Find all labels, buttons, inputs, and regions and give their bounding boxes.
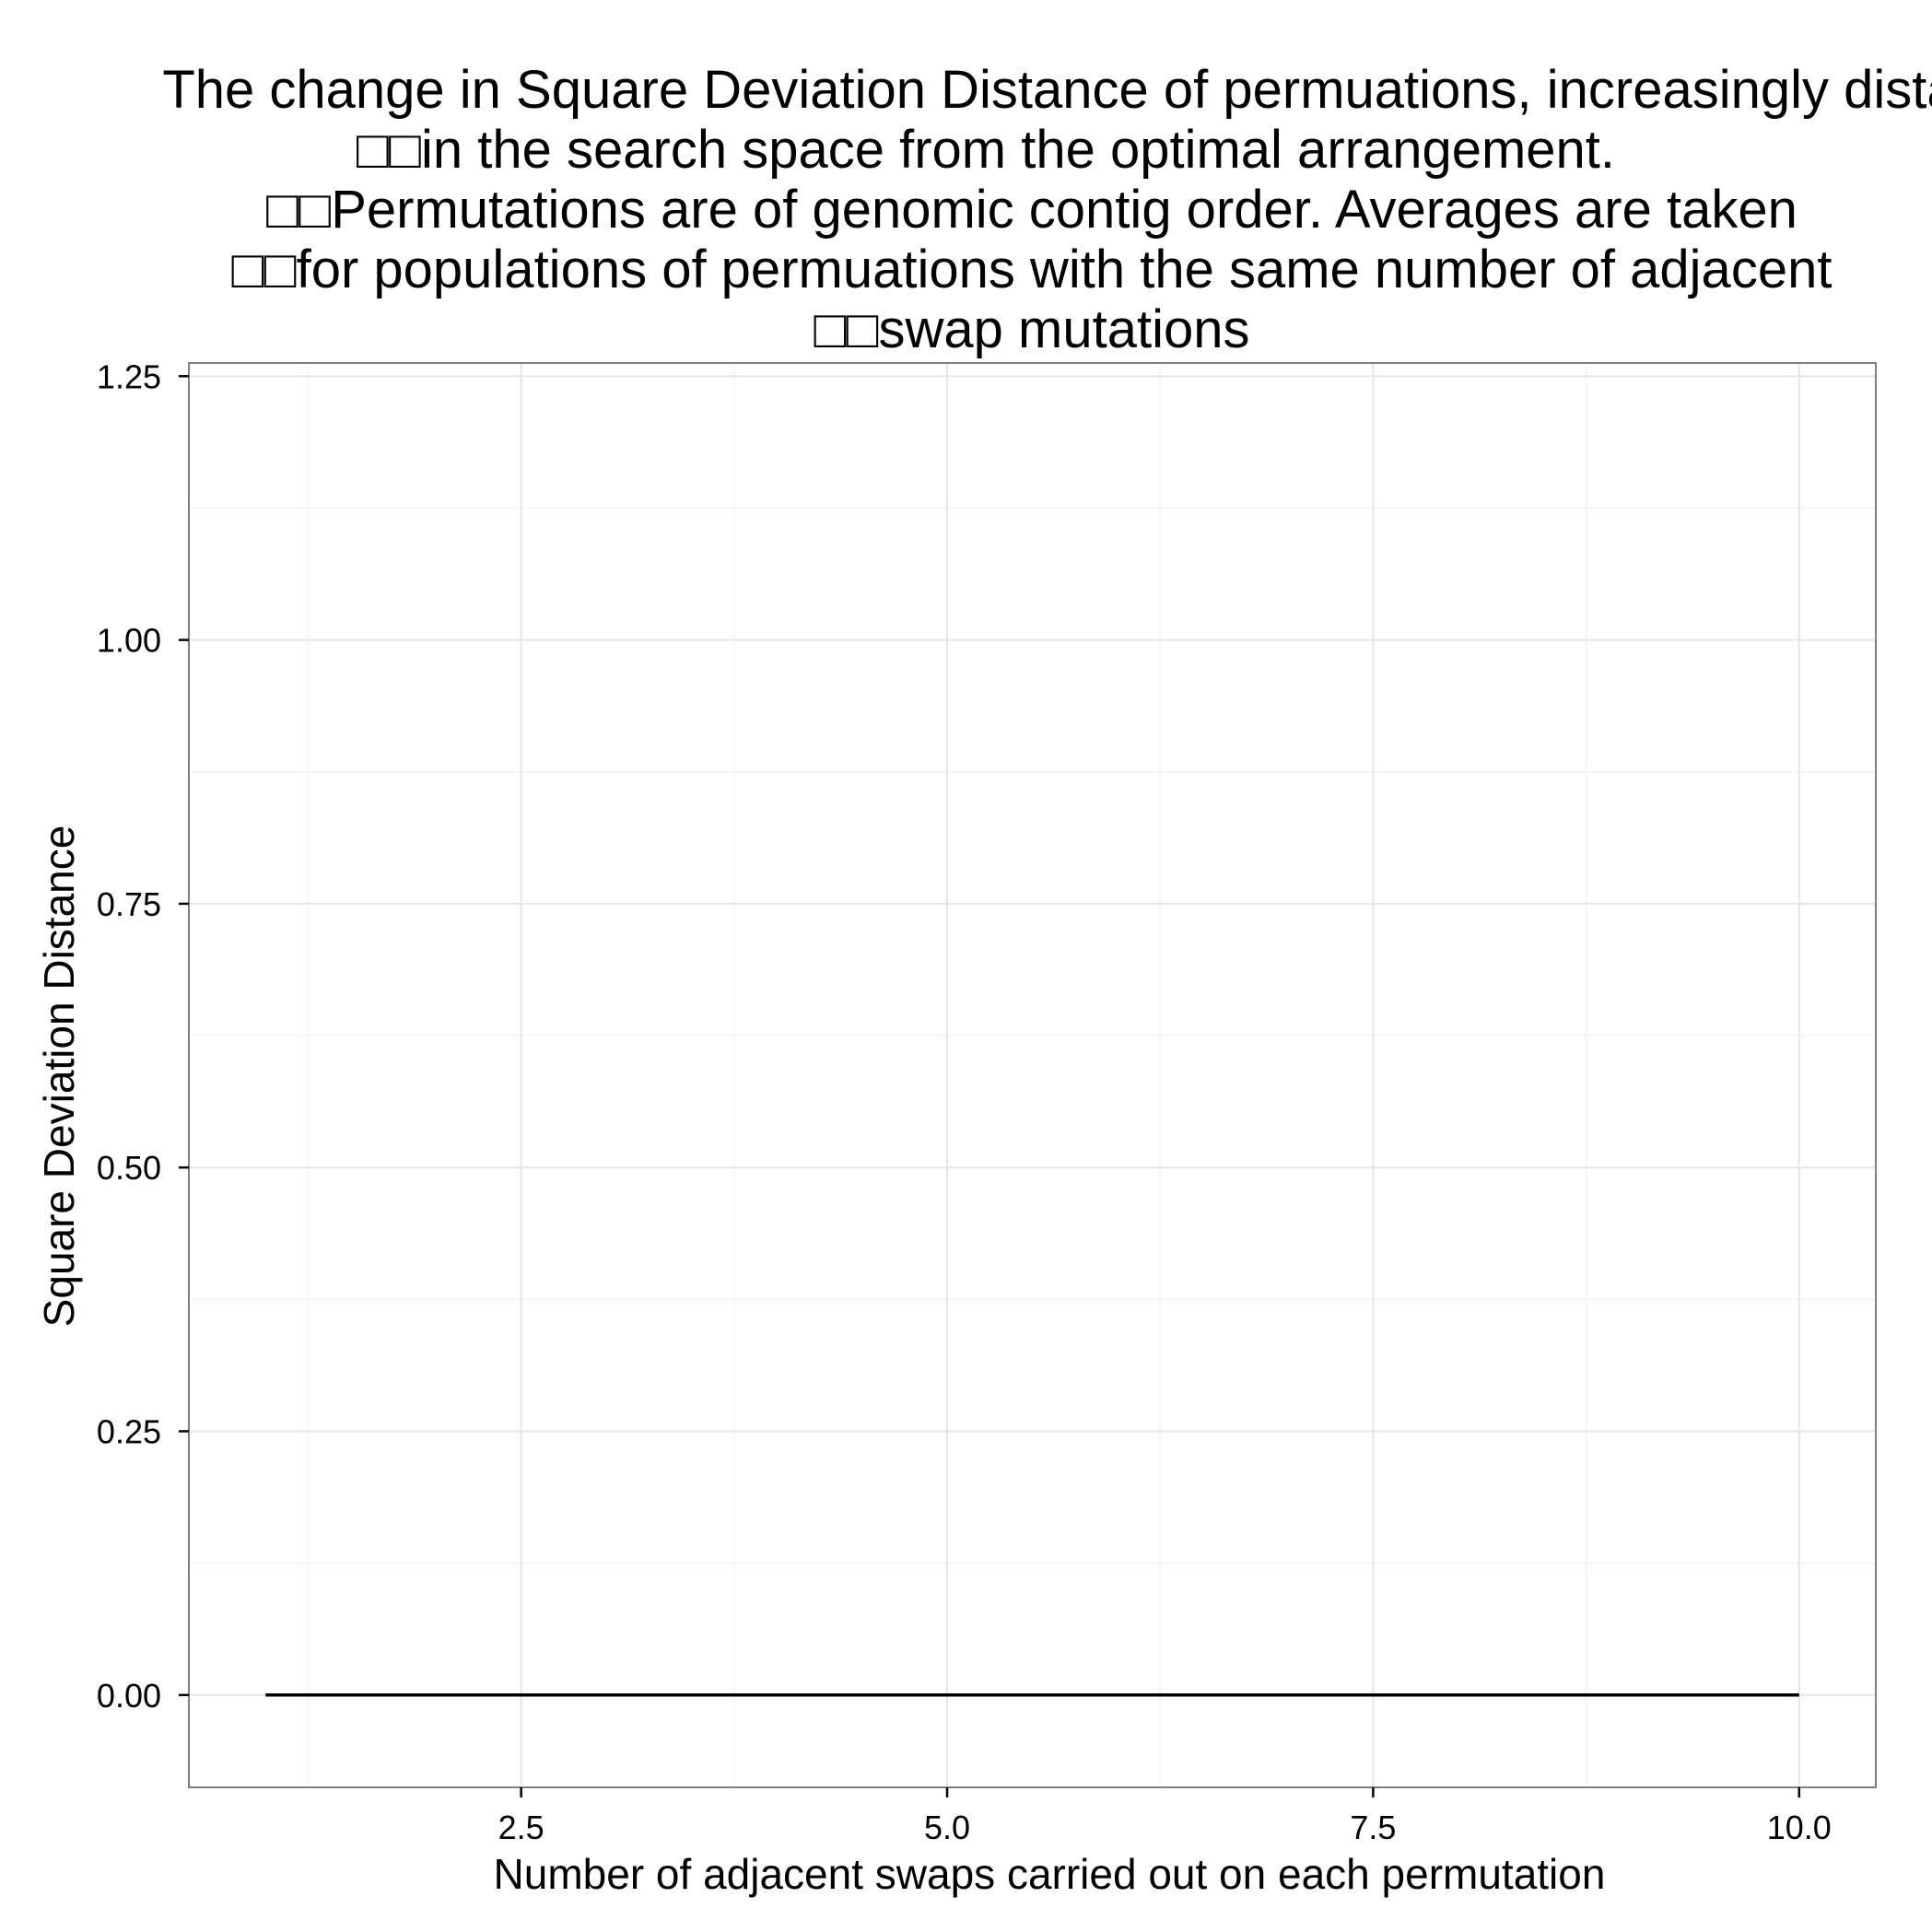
y-axis-label: Square Deviation Distance xyxy=(35,825,83,1328)
grid-minor xyxy=(189,363,1876,1787)
y-axis-ticks: 0.00 0.25 0.50 0.75 1.00 1.25 xyxy=(97,357,189,1715)
y-tick-label: 0.50 xyxy=(97,1149,161,1187)
y-tick-label: 1.25 xyxy=(97,357,161,395)
chart-title-line-4: □□for populations of permuations with th… xyxy=(232,240,1832,299)
x-axis-ticks: 2.5 5.0 7.5 10.0 xyxy=(498,1787,1832,1846)
x-tick-label: 7.5 xyxy=(1350,1809,1396,1846)
x-tick-label: 5.0 xyxy=(924,1809,970,1846)
x-tick-label: 10.0 xyxy=(1767,1809,1832,1846)
chart-title-line-2: □□in the search space from the optimal a… xyxy=(357,120,1615,180)
y-tick-label: 1.00 xyxy=(97,622,161,660)
x-axis-label: Number of adjacent swaps carried out on … xyxy=(494,1850,1606,1898)
chart-title-line-3: □□Permutations are of genomic contig ord… xyxy=(266,180,1797,240)
grid-major xyxy=(189,363,1876,1787)
chart-title: The change in Square Deviation Distance … xyxy=(162,60,1932,359)
y-tick-label: 0.00 xyxy=(97,1677,161,1715)
chart-title-line-1: The change in Square Deviation Distance … xyxy=(162,60,1932,120)
plot-panel-border xyxy=(188,362,1877,1788)
chart-title-line-5: □□swap mutations xyxy=(814,299,1249,359)
x-tick-label: 2.5 xyxy=(498,1809,544,1846)
y-tick-label: 0.75 xyxy=(97,885,161,923)
y-tick-label: 0.25 xyxy=(97,1413,161,1451)
